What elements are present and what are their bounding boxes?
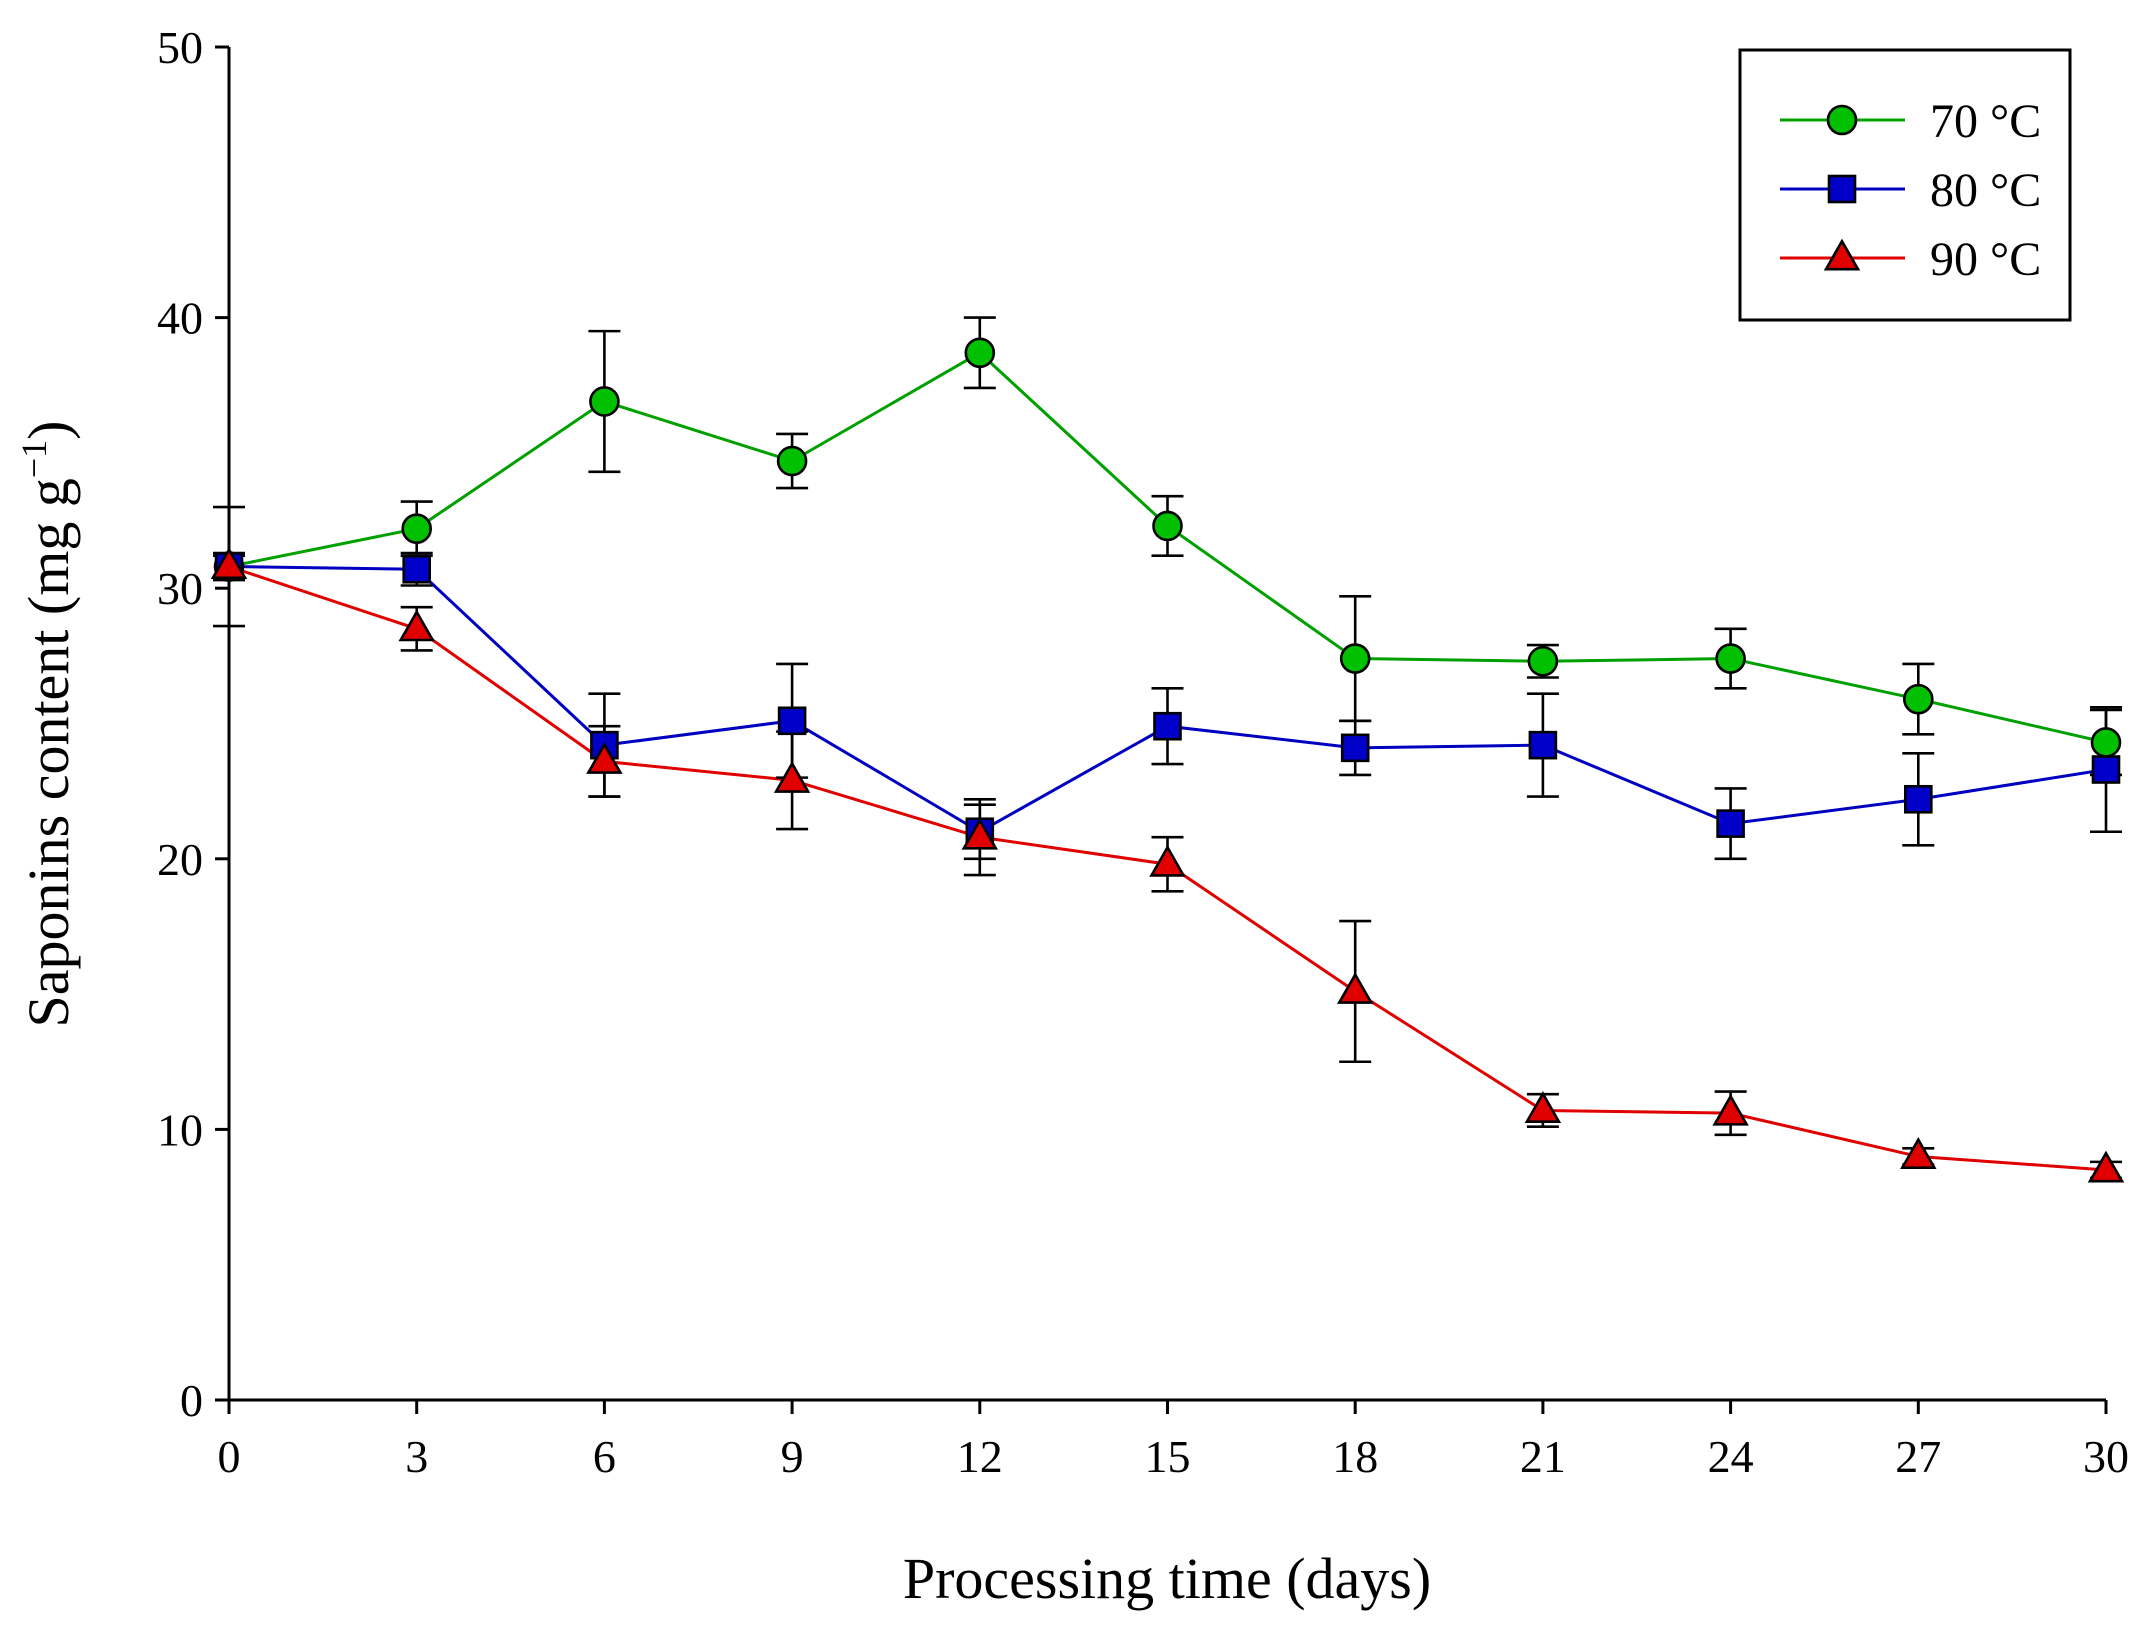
y-axis-title-superscript: −1	[14, 440, 54, 478]
x-tick-label: 27	[1895, 1431, 1941, 1482]
legend-item: 70 °C	[1780, 95, 2041, 148]
legend-marker	[1823, 238, 1861, 271]
series-3-point	[2087, 1150, 2125, 1183]
series-1-point	[1715, 643, 1746, 674]
y-axis-title-main: Saponins content (mg g	[16, 478, 81, 1027]
series-1-point	[589, 386, 620, 417]
legend-box	[1738, 48, 2072, 322]
x-tick-label: 15	[1145, 1431, 1191, 1482]
legend-item: 90 °C	[1780, 233, 2041, 286]
series-1-point	[964, 337, 996, 369]
y-axis-title-close: )	[16, 421, 81, 440]
series-3-point	[1524, 1091, 1562, 1123]
legend-item: 80 °C	[1780, 164, 2041, 217]
series-3-point	[773, 760, 811, 793]
legend-label: 70 °C	[1930, 95, 2041, 148]
x-tick-label: 9	[781, 1431, 804, 1482]
series-3-point	[1149, 844, 1186, 877]
legend-label: 80 °C	[1930, 164, 2041, 217]
x-ticks: 0 3 6 9 12 15 18 21 24 27 30	[218, 1400, 2129, 1482]
series-2-point	[402, 554, 432, 584]
series-3-point	[1336, 971, 1374, 1004]
x-tick-label: 3	[405, 1431, 428, 1482]
series-1-point	[1339, 643, 1371, 674]
series-1-point	[1152, 510, 1183, 542]
series-3-point	[586, 741, 623, 774]
series-2-point	[1528, 730, 1558, 760]
series-1-point	[2090, 727, 2122, 758]
layer-marks	[210, 337, 2125, 1183]
series-2-point	[1153, 711, 1182, 741]
series-1-point	[776, 445, 808, 477]
series-1-point	[401, 513, 433, 544]
layer-errs	[213, 316, 2122, 1180]
series-2-point	[1716, 809, 1745, 838]
legend-label: 90 °C	[1930, 233, 2041, 286]
x-tick-label: 21	[1520, 1431, 1566, 1482]
y-tick-label: 20	[157, 834, 203, 885]
y-tick-label: 10	[157, 1104, 203, 1155]
series-3-point	[398, 609, 435, 642]
series-2-point	[1904, 784, 1933, 814]
series-2-point	[1340, 733, 1370, 763]
x-tick-label: 0	[218, 1431, 241, 1482]
x-tick-label: 6	[593, 1431, 616, 1482]
series-1-point	[1527, 645, 1559, 677]
series-3-point	[1712, 1093, 1749, 1126]
x-tick-label: 18	[1332, 1431, 1378, 1482]
series-3-point	[961, 817, 999, 850]
series-3-point	[1900, 1137, 1937, 1169]
x-tick-label: 12	[957, 1431, 1003, 1482]
y-tick-label: 30	[157, 563, 203, 614]
series-2-point	[2091, 755, 2121, 784]
series-3-point	[210, 547, 248, 580]
x-axis-title: Processing time (days)	[903, 1546, 1431, 1611]
plot-area	[210, 316, 2125, 1183]
series-2-point	[777, 706, 807, 736]
legend-items: 70 °C 80 °C 90 °C	[1780, 95, 2041, 286]
series-1-point	[1903, 683, 1934, 715]
y-tick-label: 50	[157, 22, 203, 73]
legend-marker	[1827, 174, 1857, 204]
x-tick-label: 30	[2083, 1431, 2129, 1482]
y-ticks: 0 10 20 30 40 50	[157, 22, 229, 1426]
legend: 70 °C 80 °C 90 °C	[1738, 48, 2072, 322]
legend-marker	[1826, 104, 1858, 136]
y-tick-label: 40	[157, 293, 203, 344]
x-tick-label: 24	[1708, 1431, 1754, 1482]
y-tick-label: 0	[180, 1375, 203, 1426]
y-axis-title: Saponins content (mg g−1)	[14, 421, 81, 1028]
